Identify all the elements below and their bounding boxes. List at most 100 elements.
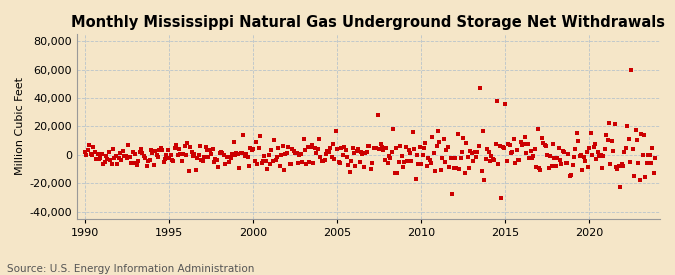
Point (399, 160, 410, 165)
Point (227, 152, 238, 156)
Point (209, 160, 219, 164)
Point (490, 141, 501, 146)
Point (485, 159, 495, 164)
Point (429, 150, 439, 155)
Point (537, 136, 547, 140)
Point (194, 144, 205, 149)
Point (343, 163, 354, 167)
Point (80, 150, 90, 155)
Point (126, 161, 137, 165)
Point (331, 128, 342, 133)
Point (297, 160, 308, 164)
Point (369, 146, 379, 150)
Point (615, 185, 626, 189)
Point (395, 144, 406, 148)
Point (123, 143, 134, 148)
Point (410, 176, 421, 181)
Point (594, 154, 605, 158)
Point (290, 150, 300, 155)
Point (112, 162, 123, 166)
Point (487, 156, 498, 161)
Point (623, 137, 634, 142)
Point (154, 148, 165, 152)
Point (286, 162, 296, 166)
Point (267, 158, 278, 163)
Point (472, 150, 483, 154)
Point (423, 155, 433, 160)
Point (641, 161, 652, 165)
Point (597, 166, 608, 170)
Text: Source: U.S. Energy Information Administration: Source: U.S. Energy Information Administ… (7, 264, 254, 274)
Point (624, 160, 635, 164)
Point (200, 144, 211, 149)
Point (626, 67, 637, 72)
Point (535, 167, 546, 172)
Point (398, 165, 408, 169)
Point (483, 149, 494, 154)
Point (322, 148, 333, 153)
Point (591, 157, 602, 162)
Point (88, 145, 99, 149)
Point (503, 142, 514, 146)
Point (610, 122, 620, 126)
Point (101, 154, 111, 158)
Point (109, 156, 120, 161)
Point (542, 153, 553, 157)
Point (396, 154, 407, 158)
Point (447, 191, 458, 196)
Point (421, 164, 432, 168)
Point (562, 161, 572, 165)
Point (476, 169, 487, 173)
Point (103, 150, 114, 154)
Point (179, 144, 190, 148)
Point (185, 145, 196, 149)
Point (361, 149, 372, 154)
Point (367, 161, 377, 166)
Point (315, 155, 326, 159)
Point (335, 161, 346, 165)
Point (111, 154, 122, 159)
Point (144, 157, 155, 162)
Point (567, 163, 578, 167)
Point (137, 151, 148, 155)
Point (577, 167, 588, 172)
Point (91, 157, 102, 161)
Point (221, 155, 232, 159)
Point (244, 164, 254, 168)
Point (184, 169, 194, 173)
Point (173, 147, 184, 152)
Point (81, 152, 92, 157)
Point (508, 137, 519, 141)
Point (578, 155, 589, 159)
Point (288, 149, 299, 153)
Point (253, 146, 264, 151)
Point (629, 174, 640, 178)
Point (521, 150, 532, 155)
Point (254, 134, 265, 138)
Point (426, 161, 437, 165)
Point (205, 148, 215, 152)
Point (551, 156, 562, 160)
Point (99, 160, 110, 164)
Point (614, 163, 624, 168)
Point (452, 132, 463, 137)
Point (438, 137, 449, 141)
Point (620, 146, 631, 150)
Point (443, 145, 454, 149)
Point (301, 161, 312, 166)
Point (573, 139, 584, 144)
Point (455, 156, 466, 160)
Point (640, 174, 651, 179)
Point (92, 152, 103, 156)
Point (215, 150, 226, 154)
Point (450, 156, 460, 160)
Point (309, 146, 320, 150)
Point (283, 145, 294, 149)
Point (162, 147, 173, 152)
Point (196, 157, 207, 162)
Point (491, 99, 502, 103)
Y-axis label: Million Cubic Feet: Million Cubic Feet (15, 78, 25, 175)
Point (435, 168, 446, 172)
Point (261, 159, 271, 163)
Point (224, 160, 235, 164)
